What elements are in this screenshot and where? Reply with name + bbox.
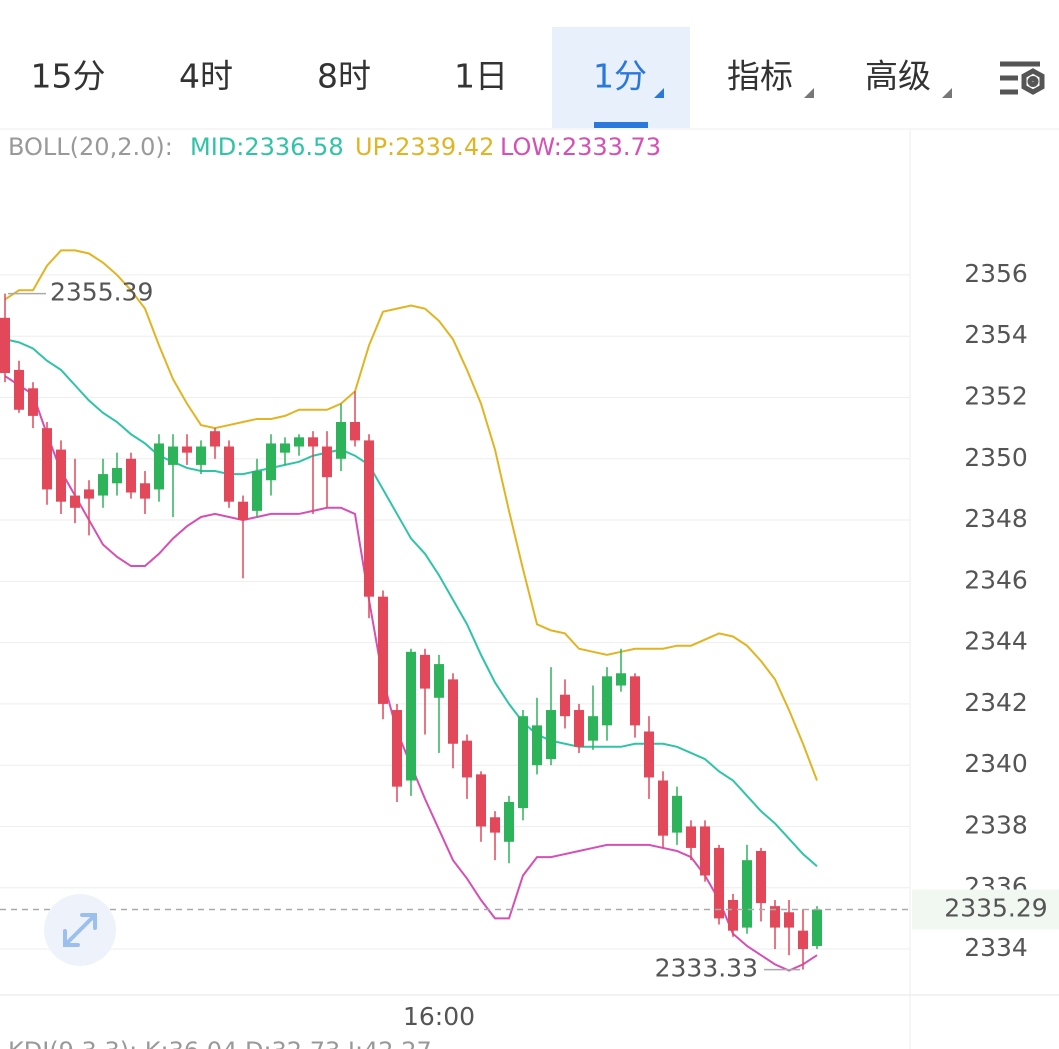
- candle-body: [252, 471, 262, 511]
- candle-body: [322, 446, 332, 478]
- candle-body: [686, 826, 696, 848]
- candle-body: [14, 369, 24, 410]
- candle-body: [196, 446, 206, 465]
- candle-body: [84, 489, 94, 499]
- candle-body: [210, 431, 220, 447]
- min-label: 2333.33: [655, 954, 758, 983]
- candle-body: [434, 664, 444, 698]
- candle-body: [588, 716, 598, 741]
- max-label: 2355.39: [50, 278, 153, 307]
- candle-body: [630, 676, 640, 726]
- tab[interactable]: 8时: [317, 57, 371, 96]
- candle-body: [350, 422, 360, 441]
- candle-body: [406, 651, 416, 781]
- candle-body: [420, 654, 430, 689]
- candle-body: [756, 850, 766, 904]
- dropdown-mark: [654, 88, 664, 98]
- candle-body: [616, 673, 626, 686]
- candle-body: [182, 446, 192, 453]
- tab[interactable]: 高级: [865, 57, 931, 96]
- y-tick-label: 2334: [964, 933, 1028, 962]
- dropdown-mark: [942, 88, 952, 98]
- tab[interactable]: 15分: [31, 57, 106, 96]
- last-price-box: [912, 889, 1059, 930]
- candle-body: [98, 474, 108, 496]
- candle-body: [798, 930, 808, 950]
- candle-body: [112, 467, 122, 484]
- candle-body: [546, 710, 556, 760]
- candle-body: [56, 449, 66, 502]
- y-tick-label: 2346: [964, 565, 1028, 594]
- indicator-value: LOW:2333.73: [500, 133, 661, 161]
- candle-body: [602, 676, 612, 726]
- selected-tab-bg: [552, 27, 690, 128]
- candle-body: [574, 710, 584, 747]
- candle-body: [532, 725, 542, 766]
- candle-body: [126, 458, 136, 493]
- indicator-value: UP:2339.42: [355, 133, 494, 161]
- expand-button[interactable]: [44, 894, 116, 966]
- candle-body: [504, 801, 514, 842]
- band-line: [4, 249, 818, 781]
- candle-body: [812, 909, 822, 946]
- candle-body: [42, 428, 52, 490]
- y-tick-label: 2352: [964, 381, 1028, 410]
- candle-body: [266, 443, 276, 481]
- candle-body: [238, 501, 248, 521]
- y-tick-label: 2350: [964, 443, 1028, 472]
- candle-body: [336, 422, 346, 459]
- candle-body: [714, 847, 724, 919]
- y-tick-label: 2356: [964, 259, 1028, 288]
- candle-body: [560, 694, 570, 717]
- dropdown-mark: [804, 88, 814, 98]
- candle-body: [770, 906, 780, 928]
- candle-body: [490, 817, 500, 833]
- tab-underline: [594, 122, 648, 128]
- y-tick-label: 2338: [964, 810, 1028, 839]
- candle-body: [392, 710, 402, 787]
- candle-body: [364, 440, 374, 597]
- candle-body: [742, 860, 752, 928]
- candle-body: [476, 774, 486, 827]
- candle-body: [308, 437, 318, 447]
- tab[interactable]: 指标: [727, 57, 793, 96]
- candle-body: [140, 483, 150, 499]
- candle-body: [168, 446, 178, 465]
- indicator-value: MID:2336.58: [190, 133, 344, 161]
- next-indicator: KDJ(9,3,3): K:36.04 D:32.73 J:42.27: [8, 1037, 432, 1049]
- settings-icon[interactable]: [1000, 61, 1045, 95]
- candle-body: [700, 826, 710, 876]
- band-line: [4, 338, 818, 868]
- candle-body: [448, 679, 458, 744]
- candle-body: [28, 388, 38, 416]
- candle-body: [378, 596, 388, 704]
- y-tick-label: 2342: [964, 688, 1028, 717]
- y-tick-label: 2340: [964, 749, 1028, 778]
- candle-body: [154, 443, 164, 490]
- last-price-label: 2335.29: [944, 894, 1047, 923]
- y-tick-label: 2348: [964, 504, 1028, 533]
- candle-body: [784, 912, 794, 928]
- y-tick-label: 2344: [964, 627, 1028, 656]
- candle-body: [294, 437, 304, 447]
- x-tick-label: 16:00: [403, 1002, 475, 1031]
- candle-body: [672, 795, 682, 833]
- indicator-name: BOLL(20,2.0):: [8, 133, 173, 161]
- tab[interactable]: 1日: [454, 57, 508, 96]
- tab[interactable]: 4时: [179, 57, 233, 96]
- candle-body: [518, 716, 528, 809]
- candle-body: [728, 900, 738, 931]
- candle-body: [644, 731, 654, 778]
- candle-body: [224, 446, 234, 502]
- candle-body: [462, 740, 472, 778]
- tab-selected[interactable]: 1分: [593, 57, 647, 96]
- candle-body: [280, 443, 290, 453]
- candle-body: [0, 317, 10, 373]
- candle-body: [70, 495, 80, 508]
- y-tick-label: 2354: [964, 320, 1028, 349]
- candle-body: [658, 780, 668, 836]
